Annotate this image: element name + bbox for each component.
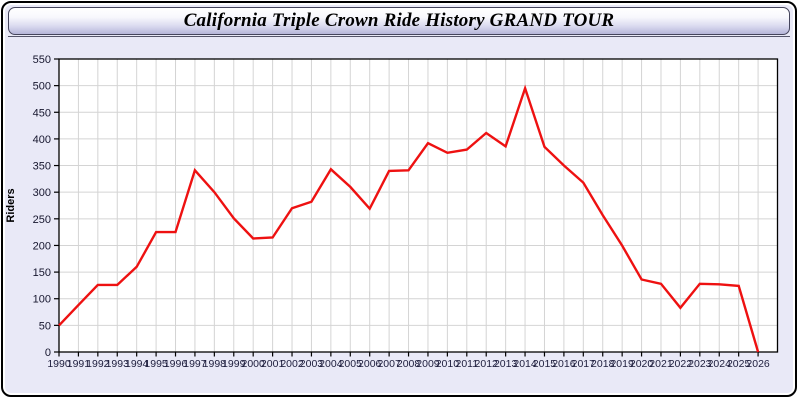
x-tick-label: 1997: [183, 358, 207, 370]
y-tick-label: 550: [33, 54, 51, 66]
x-tick-label: 1998: [203, 358, 227, 370]
y-tick-label: 0: [45, 347, 51, 359]
x-tick-label: 2010: [436, 358, 460, 370]
y-axis-tick-labels: 0 50 100 150 200 250 300 350 400 450 500 550: [33, 54, 51, 359]
x-tick-label: 2020: [630, 358, 654, 370]
x-tick-label: 2022: [669, 358, 693, 370]
x-tick-label: 1995: [144, 358, 168, 370]
x-tick-label: 2006: [358, 358, 382, 370]
y-tick-label: 100: [33, 294, 51, 306]
x-tick-label: 2004: [319, 358, 343, 370]
grid-lines: [59, 59, 778, 352]
y-tick-label: 50: [39, 320, 51, 332]
y-tick-label: 300: [33, 187, 51, 199]
y-tick-label: 450: [33, 107, 51, 119]
x-tick-label: 2000: [242, 358, 266, 370]
x-tick-label: 1993: [106, 358, 130, 370]
x-tick-label: 1996: [164, 358, 188, 370]
x-axis-tick-labels: 1990199119921993199419951996199719981999…: [47, 358, 770, 370]
x-tick-label: 2001: [261, 358, 285, 370]
y-tick-label: 150: [33, 267, 51, 279]
x-tick-label: 2017: [572, 358, 596, 370]
x-tick-label: 1994: [125, 358, 149, 370]
y-tick-label: 500: [33, 81, 51, 93]
x-tick-label: 2005: [339, 358, 363, 370]
x-tick-label: 2015: [533, 358, 557, 370]
x-tick-label: 2026: [746, 358, 770, 370]
x-tick-label: 2023: [688, 358, 712, 370]
y-tick-label: 250: [33, 214, 51, 226]
y-axis-title: Riders: [5, 188, 17, 222]
x-tick-label: 2024: [708, 358, 732, 370]
x-tick-label: 2012: [475, 358, 499, 370]
y-tick-label: 400: [33, 134, 51, 146]
x-tick-label: 1991: [67, 358, 91, 370]
x-tick-label: 2013: [494, 358, 518, 370]
x-tick-label: 2019: [610, 358, 634, 370]
x-tick-label: 2008: [397, 358, 421, 370]
x-tick-label: 2007: [377, 358, 401, 370]
x-tick-label: 1992: [86, 358, 110, 370]
x-tick-label: 2009: [416, 358, 440, 370]
plot-area: [59, 59, 778, 352]
x-tick-label: 2021: [649, 358, 673, 370]
x-tick-label: 1990: [47, 358, 71, 370]
y-tick-label: 200: [33, 240, 51, 252]
x-tick-label: 2014: [513, 358, 537, 370]
x-tick-label: 2018: [591, 358, 615, 370]
x-tick-label: 2003: [300, 358, 324, 370]
plot-frame: [58, 58, 779, 353]
x-tick-label: 1999: [222, 358, 246, 370]
riders-line-series: [58, 84, 760, 353]
x-tick-label: 2011: [456, 358, 479, 370]
chart-title: California Triple Crown Ride History GRA…: [183, 10, 615, 31]
x-tick-label: 2016: [552, 358, 576, 370]
x-tick-label: 2002: [280, 358, 304, 370]
x-tick-label: 2025: [727, 358, 751, 370]
y-tick-label: 350: [33, 161, 51, 173]
title-bar: California Triple Crown Ride History GRA…: [8, 7, 790, 37]
axis-ticks: [54, 58, 759, 357]
